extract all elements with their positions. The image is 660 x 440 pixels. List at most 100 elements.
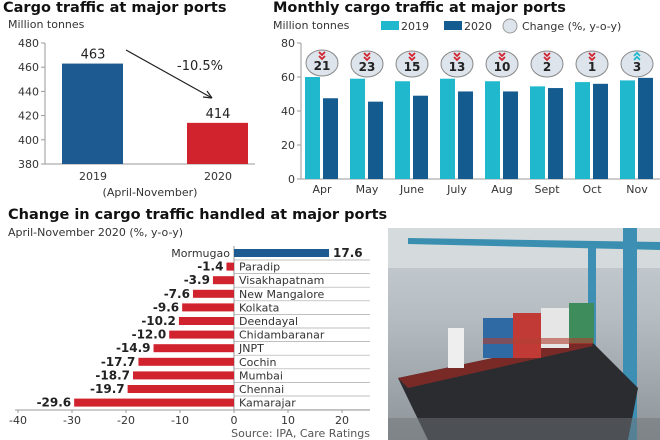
c3-xtick-label: 20 <box>335 414 349 427</box>
c3-port-label: Deendayal <box>239 315 298 328</box>
c1-ytick-label: 480 <box>18 37 39 50</box>
chart1-title: Cargo traffic at major ports <box>3 0 227 16</box>
c2-bar-2019-Oct <box>575 82 590 179</box>
c2-xtick-label: May <box>356 183 379 196</box>
c3-value-label: -17.7 <box>101 355 136 369</box>
c3-port-label: Chidambaranar <box>239 329 325 342</box>
c3-xtick-label: 0 <box>231 414 238 427</box>
c3-xtick-label: -20 <box>117 414 135 427</box>
c2-change-value: 13 <box>449 60 466 74</box>
c2-bar-2020-July <box>458 91 473 179</box>
chevron-down-icon <box>588 52 596 62</box>
legend-2020-swatch <box>444 21 462 30</box>
c3-value-label: -1.4 <box>197 260 223 274</box>
c1-arrowhead-icon <box>202 90 213 99</box>
c3-value-label: -10.2 <box>141 314 176 328</box>
c3-port-label: Kamarajar <box>239 397 296 410</box>
c3-bar-Mumbai <box>133 371 234 380</box>
c2-xtick-label: Oct <box>582 183 602 196</box>
c2-bar-2020-May <box>368 101 383 179</box>
chevron-down-icon <box>543 52 551 62</box>
chevron-down-icon <box>318 51 326 61</box>
c3-bar-Deendayal <box>178 317 234 325</box>
c3-port-label: Visakhapatnam <box>239 274 324 287</box>
c1-bar-2020 <box>187 122 248 164</box>
c2-change-value: 15 <box>404 60 421 74</box>
chart3-title: Change in cargo traffic handled at major… <box>8 207 388 223</box>
c2-bar-2019-July <box>440 78 455 179</box>
c1-ytick-label: 460 <box>18 61 39 74</box>
chart2-title: Monthly cargo traffic at major ports <box>273 0 566 16</box>
c2-change-value: 23 <box>359 60 376 74</box>
c1-ytick-label: 440 <box>18 85 39 98</box>
c1-ytick-label: 420 <box>18 110 39 123</box>
c2-bar-2020-Apr <box>323 98 338 179</box>
c3-xtick-label: -10 <box>171 414 189 427</box>
container-ship-photo <box>388 228 660 440</box>
legend-change-label: Change (%, y-o-y) <box>522 20 621 33</box>
chart2-unit: Million tonnes <box>273 19 350 32</box>
c3-xtick-label: -40 <box>9 414 27 427</box>
chart1-unit: Million tonnes <box>8 18 85 31</box>
c2-ytick-label: 60 <box>281 71 295 84</box>
c2-bar-2019-Sept <box>530 86 545 179</box>
c3-bar-Visakhapatnam <box>212 276 234 285</box>
legend-2020-label: 2020 <box>464 20 492 33</box>
c3-bar-Kamarajar <box>74 398 234 407</box>
c2-ytick-label: 80 <box>281 37 295 50</box>
c3-bar-Mormugao <box>234 249 330 257</box>
chevron-down-icon <box>363 52 371 62</box>
c3-value-label: -19.7 <box>90 382 125 396</box>
c1-xtick-label: 2019 <box>79 170 107 183</box>
c2-ytick-label: 20 <box>281 139 295 152</box>
legend-2019-label: 2019 <box>401 20 429 33</box>
c3-bar-Kolkata <box>182 303 234 312</box>
c3-value-label: -29.6 <box>37 396 72 410</box>
c3-bar-Chidambaranar <box>169 330 234 339</box>
c2-change-value: 1 <box>588 60 596 74</box>
c2-xtick-label: Apr <box>312 183 332 196</box>
c3-value-label: -14.9 <box>116 341 151 355</box>
c2-change-bubble <box>485 50 519 78</box>
c3-bar-Cochin <box>138 357 234 366</box>
c2-bar-2020-Sept <box>548 88 563 179</box>
c3-port-label: Mumbai <box>239 369 283 382</box>
c2-change-value: 10 <box>494 60 511 74</box>
c2-change-value: 2 <box>543 60 551 74</box>
c3-port-label: Cochin <box>239 356 276 369</box>
c3-bar-Chennai <box>127 385 234 393</box>
c3-value-label: -3.9 <box>184 273 210 287</box>
c3-value-label: -12.0 <box>132 328 167 342</box>
c3-value-label: -7.6 <box>164 287 190 301</box>
c3-bar-New Mangalore <box>192 289 234 298</box>
c2-ytick-label: 40 <box>281 105 295 118</box>
c3-xtick-label: 10 <box>281 414 295 427</box>
c2-bar-2019-Apr <box>305 77 320 179</box>
c2-change-bubble <box>575 50 609 78</box>
c3-port-label: Mormugao <box>171 247 230 260</box>
c1-ytick-label: 380 <box>18 158 39 171</box>
chevron-down-icon <box>408 52 416 62</box>
c1-trend-arrow <box>125 49 213 99</box>
c2-change-bubble <box>305 49 339 77</box>
c2-change-bubble <box>440 50 474 78</box>
legend-change-bubble <box>502 18 518 34</box>
c1-xtick-label: 2020 <box>204 170 232 183</box>
c3-bar-JNPT <box>153 344 234 353</box>
c2-xtick-label: June <box>399 183 424 196</box>
c2-bar-2019-June <box>395 81 410 179</box>
c3-value-label: -18.7 <box>95 368 130 382</box>
c2-xtick-label: Aug <box>491 183 512 196</box>
c2-xtick-label: Sept <box>534 183 560 196</box>
chevron-down-icon <box>453 52 461 62</box>
c2-change-bubble <box>530 50 564 78</box>
c2-bar-2020-June <box>413 95 428 179</box>
c1-ytick-label: 400 <box>18 134 39 147</box>
c1-bar-2019 <box>62 63 123 164</box>
c3-xtick-label: -30 <box>63 414 81 427</box>
c2-change-value: 3 <box>633 60 641 74</box>
c1-value-label: 414 <box>206 107 231 122</box>
c2-bar-2019-May <box>350 78 365 179</box>
c2-bar-2019-Aug <box>485 81 500 179</box>
c2-change-value: 21 <box>314 59 331 73</box>
